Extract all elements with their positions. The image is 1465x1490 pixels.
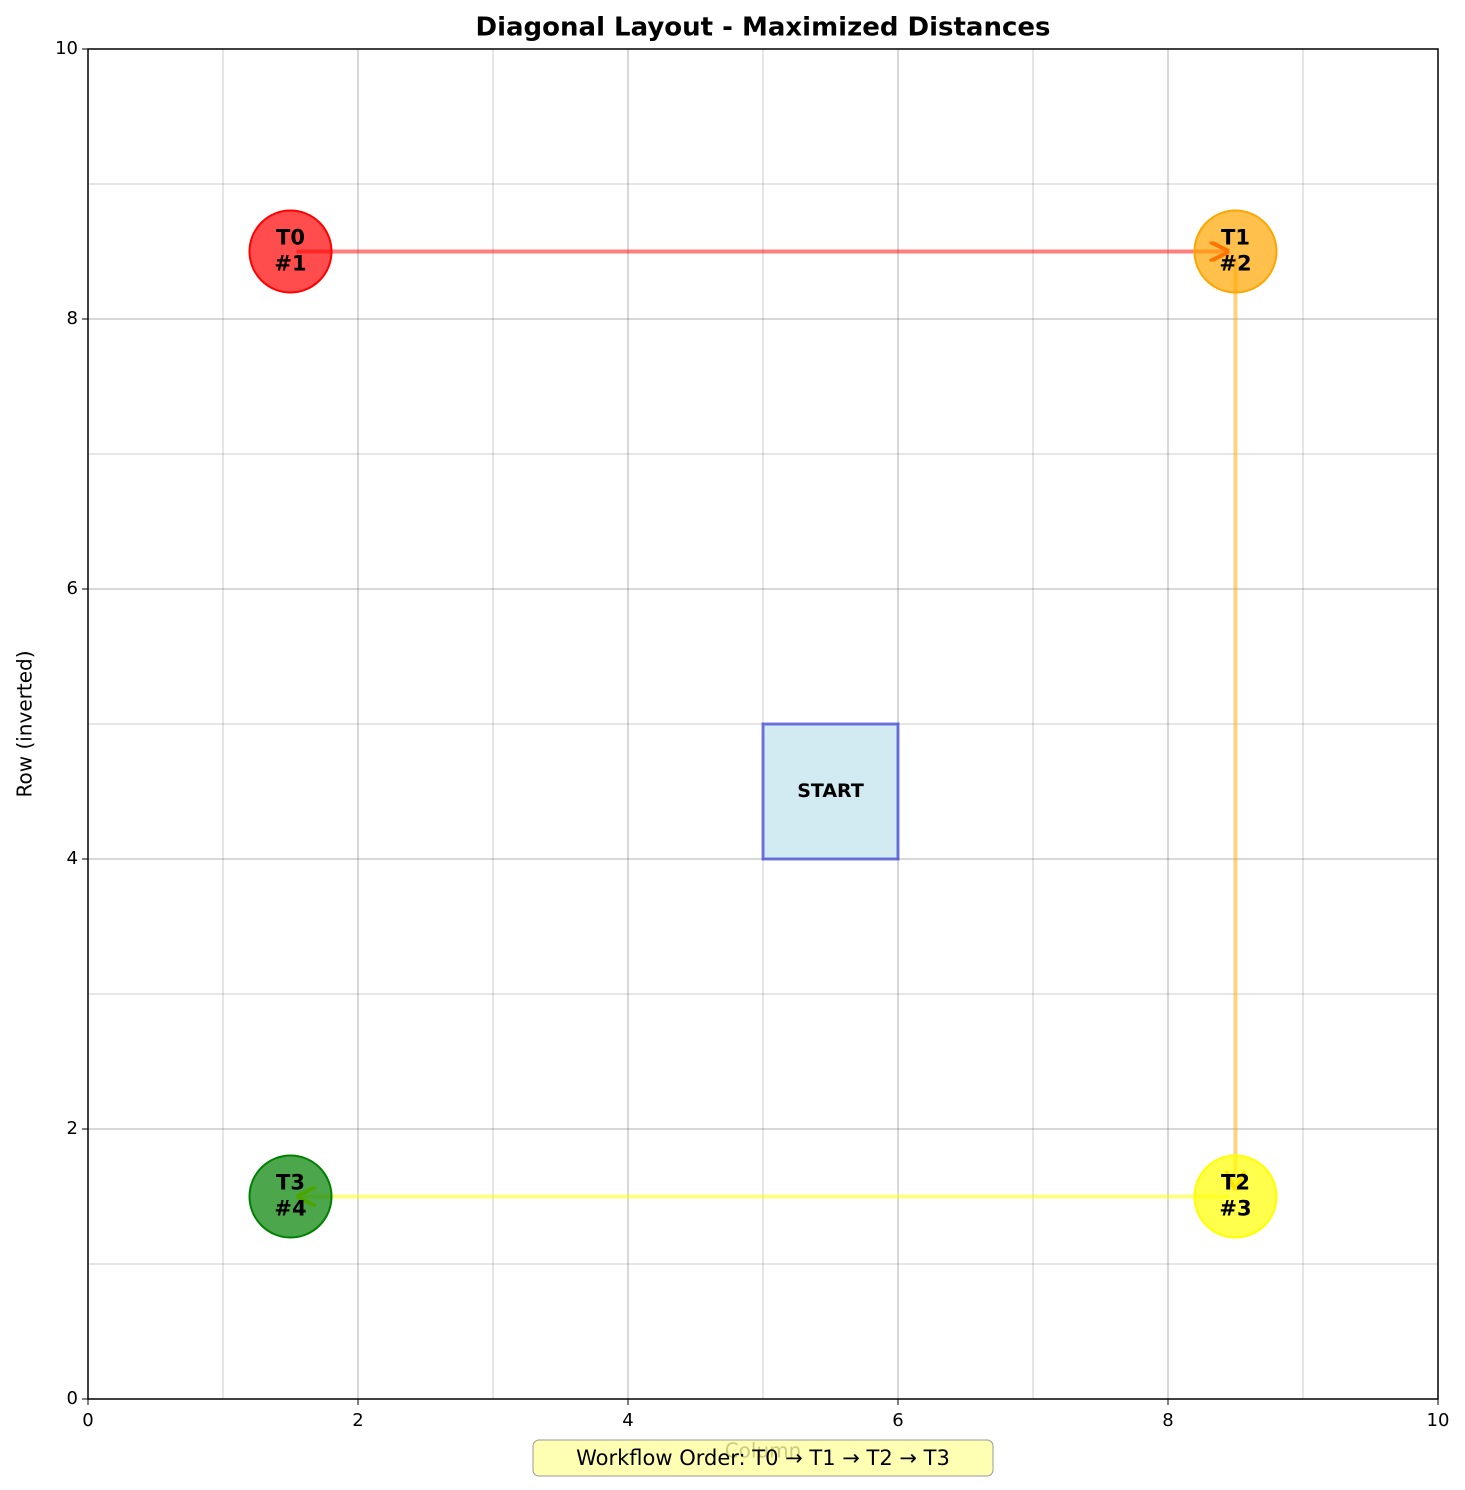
x-tick-label: 10 (1427, 1410, 1450, 1431)
axes-frame (87, 48, 1439, 1400)
task-label: T3 (276, 1171, 305, 1195)
task-node (1193, 209, 1278, 294)
ticks: 0 2 4 6 8 10 0 2 4 6 8 10 (55, 38, 1449, 1431)
start-box (761, 722, 900, 861)
x-tick-label: 8 (1162, 1410, 1173, 1431)
task-node (1193, 1154, 1278, 1239)
y-tick-label: 10 (55, 38, 78, 59)
y-tick-label: 6 (67, 578, 78, 599)
footer-box (532, 1439, 994, 1477)
task-node (248, 1154, 333, 1239)
task-rank: #1 (274, 252, 306, 276)
task-label: T0 (276, 226, 305, 250)
x-tick-label: 4 (622, 1410, 633, 1431)
task-label: T1 (1221, 226, 1250, 250)
y-tick-label: 8 (67, 308, 78, 329)
task-node (248, 209, 333, 294)
y-tick-label: 4 (67, 848, 78, 869)
x-tick-label: 2 (352, 1410, 363, 1431)
task-rank: #3 (1219, 1197, 1251, 1221)
y-tick-label: 0 (67, 1388, 78, 1409)
plot-area: START T0#1 T1#2 T2#3 T3#4 (248, 209, 1278, 1239)
task-rank: #4 (274, 1197, 306, 1221)
task-label: T2 (1221, 1171, 1250, 1195)
start-label: START (797, 780, 864, 802)
task-rank: #2 (1219, 252, 1251, 276)
x-tick-label: 6 (892, 1410, 903, 1431)
y-axis-label: Row (inverted) (13, 651, 37, 798)
chart-title: Diagonal Layout - Maximized Distances (476, 13, 1051, 43)
x-tick-label: 0 (82, 1410, 93, 1431)
y-tick-label: 2 (67, 1118, 78, 1139)
footer: Workflow Order: T0 → T1 → T2 → T3 (576, 1446, 950, 1470)
